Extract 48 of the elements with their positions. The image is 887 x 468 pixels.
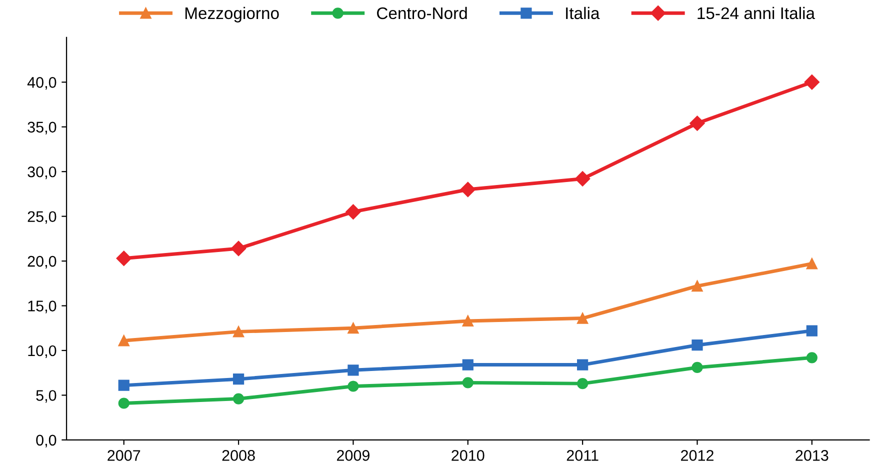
point bbox=[232, 326, 244, 338]
point bbox=[575, 171, 590, 186]
point bbox=[460, 182, 476, 198]
y-tick-label: 25,0 bbox=[28, 211, 56, 224]
x-tick-label: 2011 bbox=[566, 450, 598, 461]
point bbox=[462, 377, 474, 388]
point bbox=[348, 322, 359, 334]
legend-label: Centro-Nord bbox=[377, 6, 467, 20]
point bbox=[690, 116, 705, 131]
point bbox=[118, 335, 130, 346]
x-tick-label: 2012 bbox=[681, 450, 714, 461]
point bbox=[806, 352, 818, 364]
y-tick-label: 40,0 bbox=[27, 77, 56, 90]
point bbox=[232, 393, 244, 404]
point bbox=[116, 250, 132, 266]
point bbox=[577, 312, 588, 324]
y-tick-label: 5,0 bbox=[36, 390, 56, 403]
point bbox=[692, 280, 703, 292]
point bbox=[232, 374, 244, 385]
y-tick-label: 30,0 bbox=[28, 166, 56, 180]
point bbox=[804, 74, 820, 90]
y-tick-label: 10,0 bbox=[28, 345, 56, 358]
point bbox=[692, 340, 703, 351]
y-tick-label: 35,0 bbox=[28, 122, 56, 134]
x-tick-label: 2009 bbox=[336, 450, 370, 461]
point bbox=[346, 204, 361, 220]
legend-label: Mezzogiorno bbox=[185, 6, 279, 22]
x-tick-label: 2013 bbox=[796, 450, 828, 461]
point bbox=[348, 364, 359, 376]
y-tick-label: 0,0 bbox=[36, 434, 56, 448]
x-tick-label: 2008 bbox=[222, 450, 255, 461]
y-tick-label: 20,0 bbox=[28, 256, 56, 269]
point bbox=[118, 398, 130, 409]
x-tick-label: 2007 bbox=[108, 450, 140, 461]
point bbox=[118, 380, 130, 391]
x-tick-label: 2010 bbox=[452, 450, 484, 461]
point bbox=[462, 315, 474, 327]
point bbox=[230, 240, 246, 256]
legend-label: 15-24 anni Italia bbox=[698, 6, 816, 20]
point bbox=[577, 359, 588, 370]
point bbox=[692, 362, 703, 374]
point bbox=[348, 380, 359, 392]
point bbox=[806, 325, 818, 336]
legend-label: Italia bbox=[566, 6, 600, 20]
y-tick-label: 15,0 bbox=[28, 300, 56, 314]
point bbox=[462, 359, 474, 370]
point bbox=[577, 378, 588, 390]
point bbox=[806, 258, 818, 270]
